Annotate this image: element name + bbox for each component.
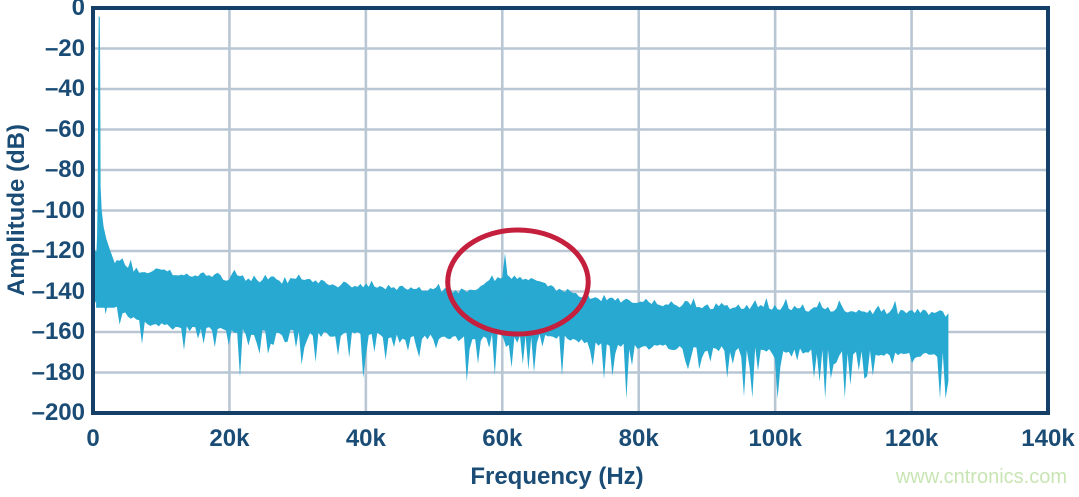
x-tick-label: 80k	[618, 425, 659, 452]
y-tick-label: –100	[31, 196, 85, 224]
x-tick-label: 0	[86, 425, 100, 452]
plot-border	[91, 6, 1050, 415]
y-tick-label: –40	[44, 75, 85, 102]
spur-peak	[501, 253, 509, 304]
y-tick-label: –20	[44, 34, 85, 62]
y-tick-label: –140	[31, 277, 85, 305]
y-tick-label: –160	[31, 318, 85, 345]
y-tick-label: 0	[71, 0, 85, 21]
y-tick-label: –120	[31, 237, 85, 264]
y-axis-title: Amplitude (dB)	[3, 124, 30, 296]
watermark-text: www.cntronics.com	[895, 466, 1067, 488]
y-tick-label: –80	[44, 156, 85, 183]
y-tick-label: –60	[44, 115, 85, 143]
spur-highlight-circle	[445, 227, 591, 337]
x-tick-label: 20k	[209, 425, 250, 452]
x-tick-label: 140k	[1021, 425, 1075, 452]
y-tick-label: –180	[31, 358, 85, 386]
x-tick-label: 40k	[345, 425, 386, 452]
y-tick-label: –200	[31, 399, 85, 426]
x-tick-label: 120k	[884, 425, 939, 452]
x-tick-label: 60k	[482, 425, 523, 452]
x-axis-title: Frequency (Hz)	[470, 463, 644, 490]
x-tick-label: 100k	[748, 425, 802, 452]
spectrum-noise-floor	[94, 249, 949, 399]
fundamental-peak	[96, 16, 115, 308]
